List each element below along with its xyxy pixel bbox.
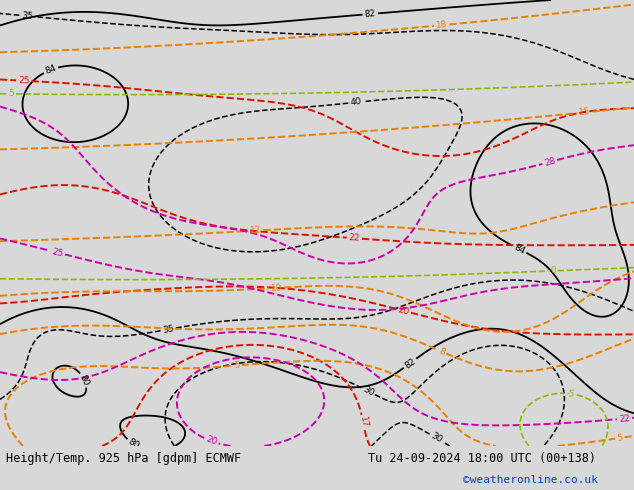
Text: 5: 5 xyxy=(233,361,240,370)
Text: 15: 15 xyxy=(579,107,591,118)
Text: 35: 35 xyxy=(21,11,33,21)
Text: 25: 25 xyxy=(51,247,64,258)
Text: 12: 12 xyxy=(250,226,262,235)
Text: 10: 10 xyxy=(271,283,283,293)
Text: 84: 84 xyxy=(512,243,526,256)
Text: 5: 5 xyxy=(8,89,14,98)
Text: 84: 84 xyxy=(44,64,58,76)
Text: 0: 0 xyxy=(550,266,556,275)
Text: 30: 30 xyxy=(429,431,444,445)
Text: 20: 20 xyxy=(397,305,410,317)
Text: 5: 5 xyxy=(616,433,623,443)
Text: Height/Temp. 925 hPa [gdpm] ECMWF: Height/Temp. 925 hPa [gdpm] ECMWF xyxy=(6,452,242,465)
Text: 28: 28 xyxy=(543,156,557,168)
Text: Tu 24-09-2024 18:00 UTC (00+138): Tu 24-09-2024 18:00 UTC (00+138) xyxy=(368,452,596,465)
Text: 22: 22 xyxy=(619,414,630,423)
Text: 25: 25 xyxy=(18,76,30,86)
Text: 82: 82 xyxy=(364,9,376,19)
Text: -5: -5 xyxy=(566,389,576,399)
Text: 80: 80 xyxy=(127,437,141,450)
Text: 82: 82 xyxy=(403,356,417,370)
Text: 8: 8 xyxy=(437,346,446,357)
Text: 40: 40 xyxy=(350,98,362,107)
Text: 20: 20 xyxy=(204,435,218,447)
Text: 18: 18 xyxy=(436,20,448,30)
Text: 35: 35 xyxy=(162,324,175,335)
Text: 22: 22 xyxy=(349,233,360,243)
Text: ©weatheronline.co.uk: ©weatheronline.co.uk xyxy=(463,475,598,485)
Text: 17: 17 xyxy=(358,416,369,429)
Text: 80: 80 xyxy=(78,373,91,387)
Text: 30: 30 xyxy=(361,385,375,398)
